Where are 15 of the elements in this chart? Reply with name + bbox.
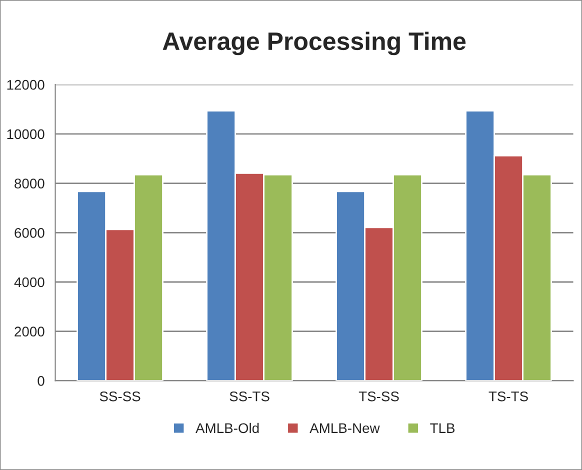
- y-tick-label: 4000: [14, 277, 44, 288]
- x-tick-label: TS-TS: [488, 391, 528, 402]
- legend-label: TLB: [430, 423, 455, 433]
- y-tick-label: 12000: [7, 80, 44, 90]
- y-tick-label: 10000: [7, 129, 44, 140]
- x-tick-label: SS-TS: [230, 391, 270, 402]
- y-tick-label: 2000: [14, 326, 44, 337]
- y-tick-label: 6000: [14, 228, 44, 238]
- x-tick-label: SS-SS: [100, 391, 140, 402]
- legend-label: AMLB-New: [310, 423, 380, 434]
- chart-title: Average Processing Time: [162, 32, 466, 56]
- x-tick-label: TS-SS: [358, 391, 399, 402]
- y-tick-label: 8000: [14, 178, 44, 188]
- y-tick-label: 0: [38, 376, 44, 386]
- legend-label: AMLB-Old: [196, 422, 259, 434]
